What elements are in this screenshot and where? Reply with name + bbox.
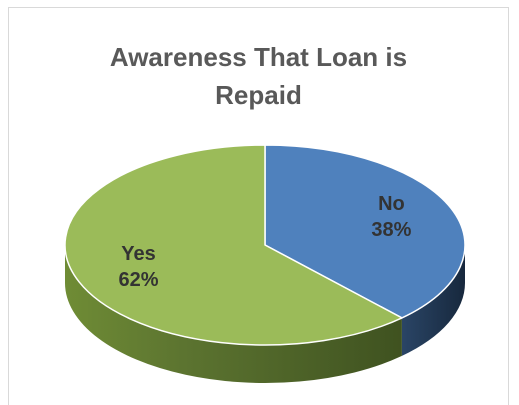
pie-value-yes: 62% xyxy=(119,269,159,291)
pie-side-yes xyxy=(65,245,402,383)
pie-label-no: No xyxy=(378,193,405,215)
chart-title-line-2: Repaid xyxy=(215,80,302,110)
pie-top-layer xyxy=(64,144,466,346)
chart-title: Awareness That Loan is Repaid xyxy=(8,38,509,114)
pie-value-no: 38% xyxy=(371,219,411,241)
pie-label-yes: Yes xyxy=(121,243,155,265)
pie-side-no xyxy=(401,245,465,356)
pie-label-layer: No 38% Yes 62% xyxy=(119,193,412,291)
pie-slice-yes xyxy=(64,144,403,346)
chart-title-line-1: Awareness That Loan is xyxy=(109,42,408,72)
pie-slice-no xyxy=(264,144,466,319)
pie-side-layer xyxy=(65,245,465,383)
